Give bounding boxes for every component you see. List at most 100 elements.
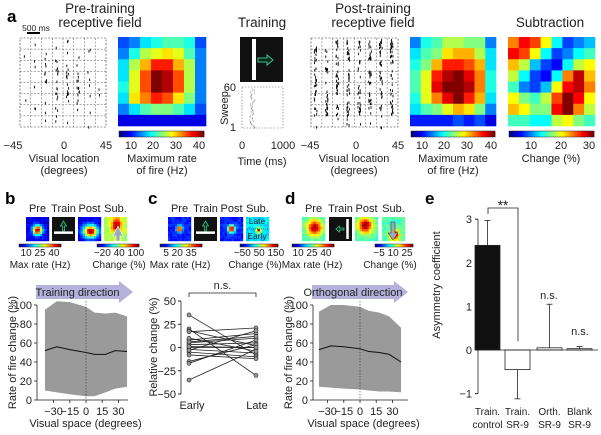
mini-heatmap-cell: [46, 224, 50, 227]
mini-heatmap-cell: [170, 226, 173, 230]
mini-heatmap-cell: [37, 236, 40, 239]
heatmap-cell: [184, 81, 196, 93]
y-axis-label: Rate of fire change (%): [7, 296, 19, 409]
colorbar-segment: [119, 131, 122, 137]
colorbar-frame: [374, 243, 414, 248]
mini-heatmap-cell: [179, 233, 182, 237]
mini-heatmap-cell: [46, 221, 50, 225]
subtraction-colorbar: [508, 130, 595, 138]
mini-heatmap-cell: [398, 233, 401, 237]
mini-heatmap-cell: [220, 229, 223, 232]
mini-heatmap-cell: [398, 231, 401, 234]
mini-heatmap-cell: [115, 224, 118, 227]
heatmap-cell: [584, 70, 596, 82]
colorbar-segment: [400, 244, 402, 247]
mini-heatmap-cell: [39, 219, 43, 222]
mini-heatmap-cell: [110, 224, 114, 227]
mini-heatmap-cell: [318, 217, 321, 220]
heatmap-cell: [562, 81, 574, 93]
mini-heatmap-cell: [368, 219, 372, 222]
colorbar-segment: [306, 244, 309, 247]
sweep-spike: [254, 126, 256, 128]
heatmap-cell: [485, 81, 497, 93]
mini-heatmap-cell: [35, 224, 38, 227]
colorbar-segment: [305, 244, 307, 247]
colorbar-segment: [174, 244, 177, 247]
mini-heatmap-cell: [224, 236, 228, 239]
sweep-spike: [252, 101, 254, 103]
mini-heatmap-cell: [304, 233, 307, 237]
mini-heatmap-cell: [172, 219, 176, 222]
mini-heatmap-cell: [179, 221, 182, 225]
mini-heatmap-cell: [355, 238, 358, 242]
colorbar-segment: [130, 244, 132, 247]
heatmap-cell: [573, 103, 585, 116]
heatmap-cell: [508, 70, 520, 82]
mini-heatmap-cell: [94, 238, 97, 242]
mini-heatmap-cell: [39, 229, 43, 232]
colorbar-segment: [193, 131, 196, 137]
mini-heatmap-cell: [117, 219, 121, 222]
mini-heatmap-cell: [236, 226, 239, 230]
mini-heatmap-cell: [382, 221, 385, 225]
panel-label-b: b: [5, 189, 15, 208]
colorbar-segment: [274, 244, 276, 247]
colorbar-segment: [189, 244, 191, 247]
colorbar-tick: 10: [416, 140, 428, 152]
colorbar-segment: [251, 244, 253, 247]
mini-heatmap-cell: [78, 233, 81, 237]
mini-heatmap-cell: [315, 226, 319, 230]
mini-heatmap-cell: [42, 238, 45, 242]
heatmap-cell: [442, 114, 454, 127]
mini-label: Pre: [29, 203, 46, 215]
mini-heatmap-cell: [318, 231, 321, 234]
colorbar-segment: [432, 131, 435, 137]
colorbar-segment: [553, 131, 557, 137]
mini-heatmap-cell: [32, 217, 36, 220]
colorbar-segment: [124, 244, 126, 247]
mini-heatmap-cell: [84, 231, 88, 234]
category-label: SR-9: [538, 420, 561, 431]
colorbar-label: Maximum rate: [127, 153, 197, 165]
mini-heatmap-cell: [98, 229, 102, 232]
colorbar-segment: [121, 244, 123, 247]
heatmap-cell: [431, 92, 443, 105]
heatmap-cell: [184, 59, 196, 71]
heatmap-cell: [151, 48, 163, 60]
heatmap-cell: [508, 114, 520, 127]
mini-heatmap-cell: [96, 224, 99, 227]
heatmap-cell: [573, 37, 585, 49]
mini-heatmap-cell: [315, 236, 319, 239]
mini-heatmap-cell: [37, 229, 40, 232]
mini-heatmap-cell: [264, 217, 267, 220]
colorbar-segment: [129, 131, 133, 137]
mini-heatmap-cell: [226, 229, 230, 232]
mini-heatmap-cell: [391, 238, 394, 242]
heatmap-cell: [151, 114, 163, 127]
colorbar-segment: [195, 131, 198, 137]
mini-heatmap-cell: [252, 233, 256, 237]
colorbar-segment: [551, 131, 554, 137]
heatmap-cell: [431, 37, 443, 49]
colorbar-segment: [270, 244, 272, 247]
late-point: [253, 356, 259, 361]
mini-heatmap-cell: [184, 226, 187, 230]
mini-heatmap-cell: [87, 221, 90, 225]
heatmap-cell: [540, 59, 552, 71]
mini-heatmap-cell: [32, 238, 36, 242]
colorbar-segment: [176, 131, 179, 137]
colorbar-segment: [127, 131, 130, 137]
heatmap-cell: [162, 92, 174, 105]
mini-heatmap-cell: [184, 217, 187, 220]
colorbar-segment: [375, 244, 377, 247]
colorbar-segment: [193, 244, 195, 247]
mini-heatmap-cell: [87, 233, 90, 237]
heatmap-cell: [129, 92, 141, 105]
mini-heatmap-cell: [361, 217, 365, 220]
mini-heatmap-cell: [368, 233, 372, 237]
colorbar-segment: [403, 244, 405, 247]
colorbar-segment: [136, 244, 139, 247]
mini-heatmap-cell: [236, 238, 239, 242]
colorbar-segment: [163, 244, 165, 247]
heatmap-cell: [584, 81, 596, 93]
